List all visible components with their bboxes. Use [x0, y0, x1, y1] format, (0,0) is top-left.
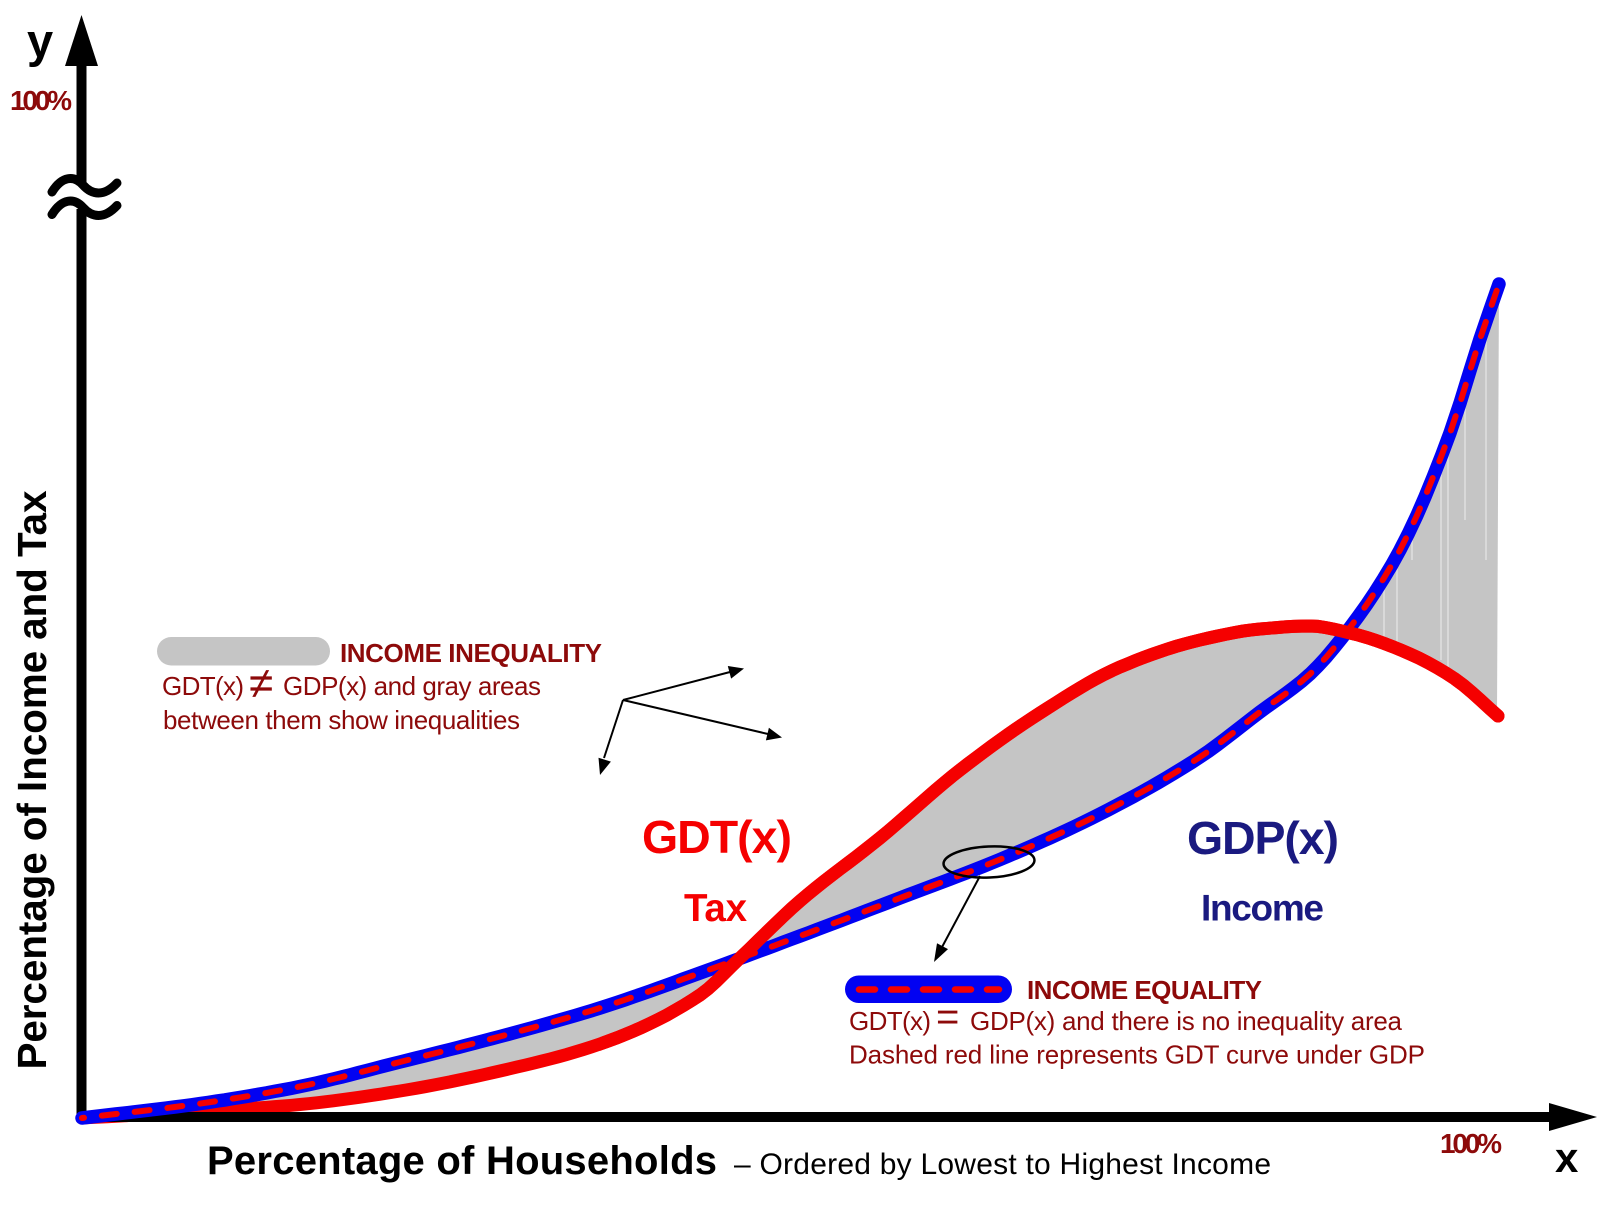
svg-text:Income: Income [1201, 888, 1324, 929]
svg-text:x: x [1555, 1134, 1579, 1181]
svg-text:GDT(x): GDT(x) [849, 1006, 931, 1036]
svg-text:GDP(x) and there is no inequal: GDP(x) and there is no inequality area [970, 1006, 1403, 1036]
svg-text:GDT(x): GDT(x) [642, 811, 792, 863]
svg-text:100%: 100% [1440, 1128, 1502, 1159]
svg-text:– Ordered by Lowest to Highest: – Ordered by Lowest to Highest Income [734, 1148, 1271, 1181]
svg-text:GDP(x): GDP(x) [1187, 812, 1339, 864]
svg-text:≠: ≠ [249, 659, 273, 708]
svg-text:Dashed red line represents GDT: Dashed red line represents GDT curve und… [849, 1040, 1425, 1070]
svg-text:between them show inequalities: between them show inequalities [163, 705, 520, 735]
svg-text:INCOME INEQUALITY: INCOME INEQUALITY [340, 638, 602, 668]
svg-text:=: = [936, 995, 959, 1039]
svg-text:INCOME EQUALITY: INCOME EQUALITY [1027, 975, 1262, 1005]
svg-text:y: y [27, 14, 53, 67]
svg-text:Percentage of Households: Percentage of Households [207, 1139, 717, 1183]
svg-text:100%: 100% [10, 85, 72, 116]
svg-text:GDP(x) and gray areas: GDP(x) and gray areas [283, 671, 541, 701]
svg-text:Tax: Tax [684, 887, 748, 930]
svg-text:Percentage of Income and Tax: Percentage of Income and Tax [9, 490, 55, 1069]
svg-text:GDT(x): GDT(x) [162, 671, 244, 701]
